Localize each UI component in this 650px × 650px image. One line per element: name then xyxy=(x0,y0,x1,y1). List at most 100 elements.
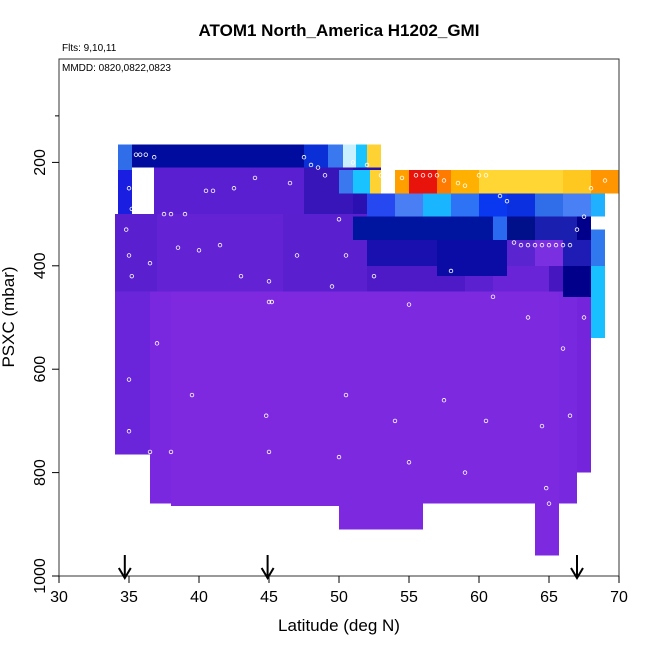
sample-point xyxy=(336,454,342,460)
sample-point xyxy=(497,193,503,199)
sample-point xyxy=(126,377,132,382)
heatmap-cell-27 xyxy=(353,170,370,194)
heatmap-cell-34 xyxy=(479,170,563,194)
heatmap-cell-15 xyxy=(154,167,304,215)
heatmap-cell-45 xyxy=(591,193,605,217)
sample-point xyxy=(252,175,258,181)
heatmap-cell-42 xyxy=(507,193,535,217)
y-tick-label: 800 xyxy=(32,459,49,486)
sample-point xyxy=(168,449,174,455)
heatmap-cell-35 xyxy=(563,170,591,194)
sample-point xyxy=(588,186,594,191)
sample-point xyxy=(574,227,580,232)
sample-point xyxy=(544,485,549,491)
x-tick-label: 45 xyxy=(260,589,278,606)
sample-point xyxy=(539,423,545,429)
sample-point xyxy=(378,173,384,178)
heatmap-cell-36 xyxy=(591,170,619,194)
sample-point xyxy=(420,173,426,178)
sample-point xyxy=(567,413,573,418)
sample-point xyxy=(266,279,272,284)
y-tick-label: 600 xyxy=(32,356,49,383)
sample-point xyxy=(322,173,328,178)
sample-point xyxy=(147,178,153,183)
heatmap-cells xyxy=(115,144,619,556)
heatmap-cell-39 xyxy=(423,193,451,217)
sample-point xyxy=(371,273,377,279)
y-tick-label: 1000 xyxy=(32,558,49,594)
flight-arrow xyxy=(260,555,275,580)
sample-point xyxy=(553,242,559,248)
sample-point xyxy=(462,183,468,188)
heatmap-cell-28 xyxy=(369,170,381,194)
heatmap-cell-29 xyxy=(381,170,395,194)
heatmap-cell-56 xyxy=(591,229,605,266)
sample-point xyxy=(399,175,405,181)
sample-point xyxy=(581,214,587,219)
sample-point xyxy=(151,155,157,160)
heatmap-cell-50 xyxy=(577,216,591,240)
sample-point xyxy=(462,470,468,475)
sample-point xyxy=(490,294,496,300)
sample-point xyxy=(525,242,531,248)
sample-point xyxy=(483,418,489,424)
heatmap-cell-41 xyxy=(479,193,507,217)
sample-point xyxy=(182,211,188,217)
sample-point xyxy=(315,165,321,170)
sample-point xyxy=(231,186,237,191)
sample-point xyxy=(126,186,132,191)
heatmap-cell-54 xyxy=(535,239,563,266)
sample-point xyxy=(539,242,545,248)
sample-point xyxy=(483,173,489,178)
sample-point xyxy=(129,206,134,212)
sample-points xyxy=(123,152,608,543)
sample-point xyxy=(336,217,342,222)
flight-arrow xyxy=(570,555,584,580)
heatmap-cell-26 xyxy=(339,170,353,194)
sample-point xyxy=(602,178,608,183)
heatmap-cell-20 xyxy=(327,144,344,168)
sample-point xyxy=(406,302,412,307)
sample-point xyxy=(143,152,148,157)
heatmap-cell-58 xyxy=(591,265,605,339)
heatmap-cell-19 xyxy=(304,144,328,168)
heatmap-cell-9 xyxy=(157,214,283,292)
sample-point xyxy=(266,449,272,455)
flight-arrows xyxy=(117,555,584,580)
heatmap-cell-22 xyxy=(355,144,367,168)
heatmap-cell-2 xyxy=(171,291,339,507)
sample-point xyxy=(567,242,573,248)
sample-point xyxy=(238,273,244,279)
heatmap-cell-53 xyxy=(507,239,535,266)
heatmap-cell-6 xyxy=(558,291,577,504)
sample-point xyxy=(189,392,195,398)
date-annotation: MMDD: 0820,0822,0823 xyxy=(62,63,171,74)
sample-point xyxy=(308,162,314,168)
x-axis: 30 35 40 45 50 55 60 65 70 xyxy=(50,576,628,606)
x-tick-label: 35 xyxy=(120,589,138,606)
sample-point xyxy=(203,188,209,194)
x-tick-label: 40 xyxy=(190,589,208,606)
heatmap-cell-47 xyxy=(493,216,507,240)
sample-point xyxy=(364,162,370,168)
sample-point xyxy=(434,173,440,178)
sample-point xyxy=(196,248,202,253)
sample-point xyxy=(266,299,272,305)
sample-point xyxy=(546,242,552,248)
heatmap-cell-32 xyxy=(437,170,451,194)
sample-point xyxy=(343,253,349,258)
sample-point xyxy=(129,273,134,279)
sample-point xyxy=(406,460,412,465)
sample-point xyxy=(413,173,419,178)
x-tick-label: 55 xyxy=(400,589,418,606)
heatmap-cell-31 xyxy=(409,170,437,194)
heatmap-cell-46 xyxy=(353,216,493,240)
y-tick-label: 400 xyxy=(32,252,49,279)
heatmap-cell-25 xyxy=(117,170,132,215)
sample-point xyxy=(476,173,482,178)
y-axis-label: PSXC (mbar) xyxy=(0,266,18,367)
sample-point xyxy=(154,341,160,346)
sample-point xyxy=(350,160,356,165)
sample-point xyxy=(217,242,223,248)
